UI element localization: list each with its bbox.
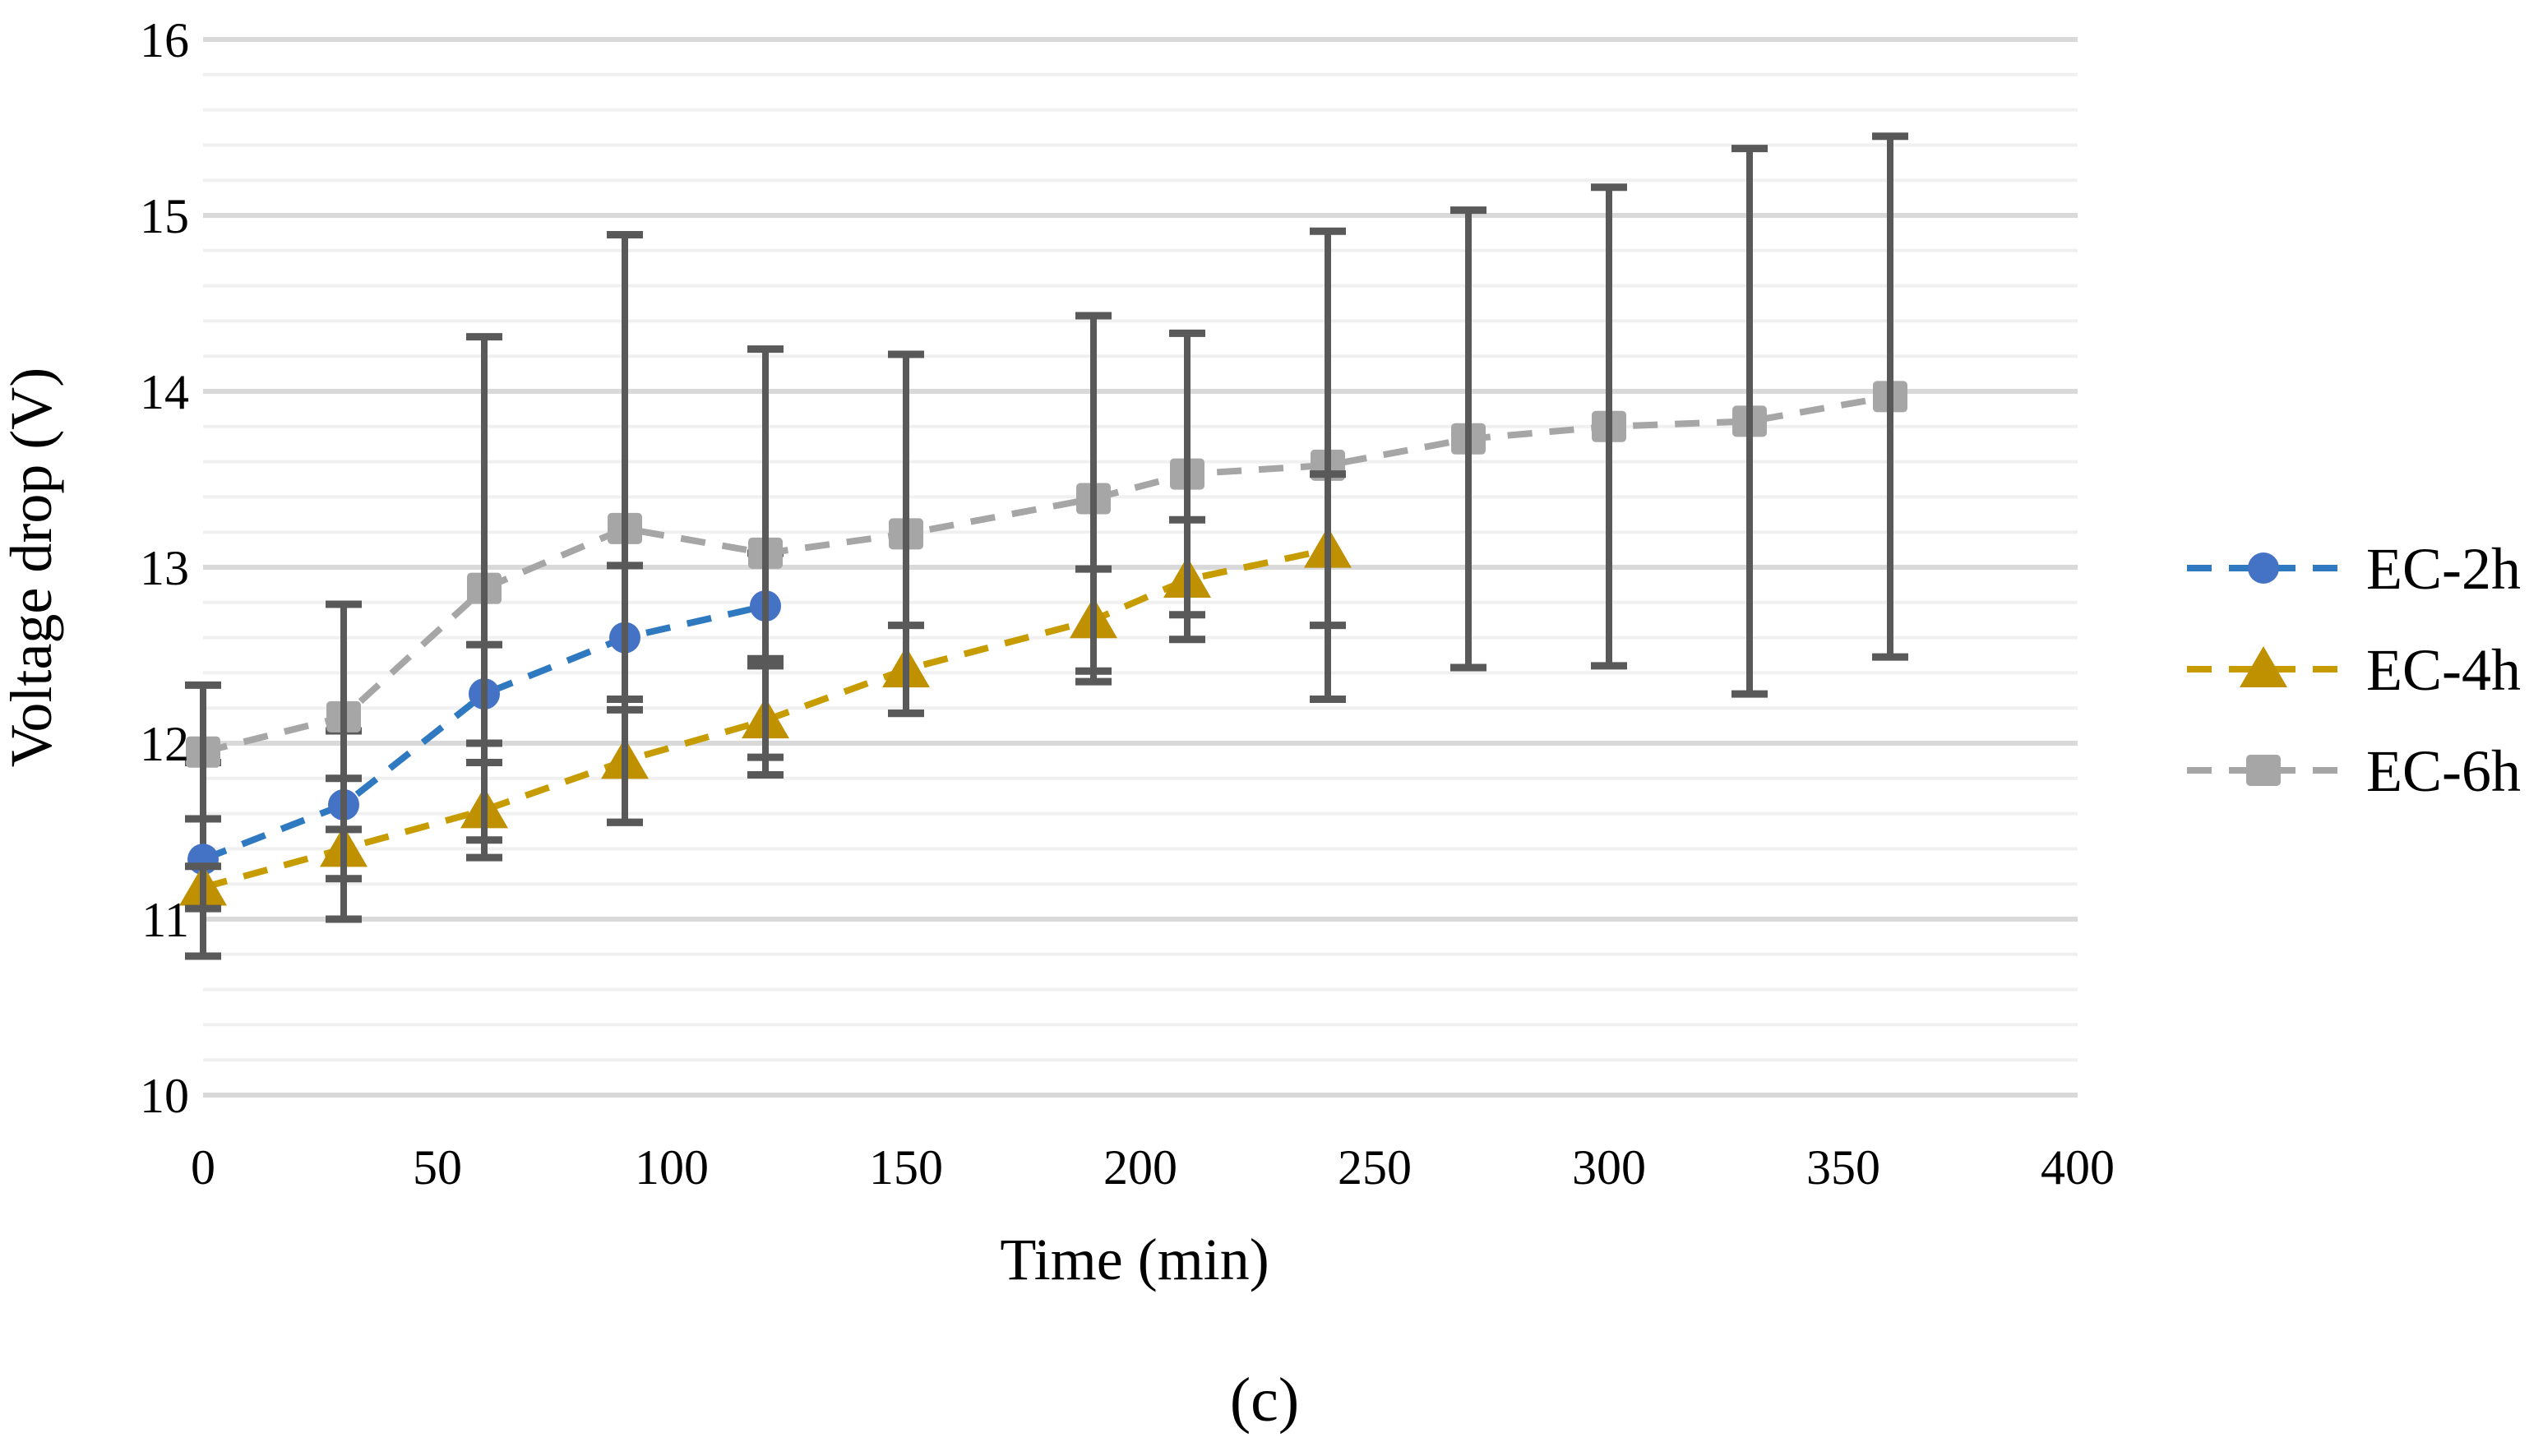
legend: EC-2h EC-4h EC-6h xyxy=(2187,536,2521,804)
legend-marker-circle-icon xyxy=(2248,552,2279,584)
x-tick-label: 400 xyxy=(2041,1140,2115,1195)
x-tick-label: 150 xyxy=(869,1140,943,1195)
series-line-ec-2h xyxy=(201,603,766,862)
y-tick-label: 11 xyxy=(141,893,189,947)
y-tick-label: 16 xyxy=(140,13,189,67)
x-tick-label: 100 xyxy=(635,1140,709,1195)
legend-label: EC-4h xyxy=(2366,637,2521,703)
y-tick-label: 13 xyxy=(140,541,189,595)
y-tick-label: 15 xyxy=(140,189,189,243)
series-layer xyxy=(179,381,1907,906)
y-tick-label: 14 xyxy=(140,365,189,419)
x-tick-label: 300 xyxy=(1572,1140,1646,1195)
gridlines xyxy=(203,37,2078,1098)
legend-marker-triangle-icon xyxy=(2240,646,2287,687)
series-line-ec-6h xyxy=(202,393,1891,756)
x-tick-label: 250 xyxy=(1338,1140,1412,1195)
axis-tick-labels: 10 11 12 13 14 15 16 0 50 100 150 200 250 300 350 400 xyxy=(140,13,2115,1195)
legend-marker-square-icon xyxy=(2246,755,2281,786)
error-bars-ec4h-ec6h xyxy=(185,132,1908,923)
x-tick-label: 350 xyxy=(1806,1140,1880,1195)
x-tick-label: 200 xyxy=(1103,1140,1177,1195)
x-tick-label: 0 xyxy=(191,1140,215,1195)
legend-item-ec-2h: EC-2h xyxy=(2187,536,2521,602)
x-axis-title: Time (min) xyxy=(1000,1227,1269,1292)
legend-label: EC-2h xyxy=(2366,536,2521,602)
figure-caption: (c) xyxy=(1230,1366,1299,1435)
x-tick-label: 50 xyxy=(413,1140,462,1195)
y-axis-title: Voltage drop (V) xyxy=(0,367,64,768)
legend-label: EC-6h xyxy=(2366,738,2521,804)
legend-item-ec-6h: EC-6h xyxy=(2187,738,2521,804)
y-tick-label: 10 xyxy=(140,1069,189,1123)
legend-item-ec-4h: EC-4h xyxy=(2187,637,2521,703)
y-tick-label: 12 xyxy=(140,717,189,771)
